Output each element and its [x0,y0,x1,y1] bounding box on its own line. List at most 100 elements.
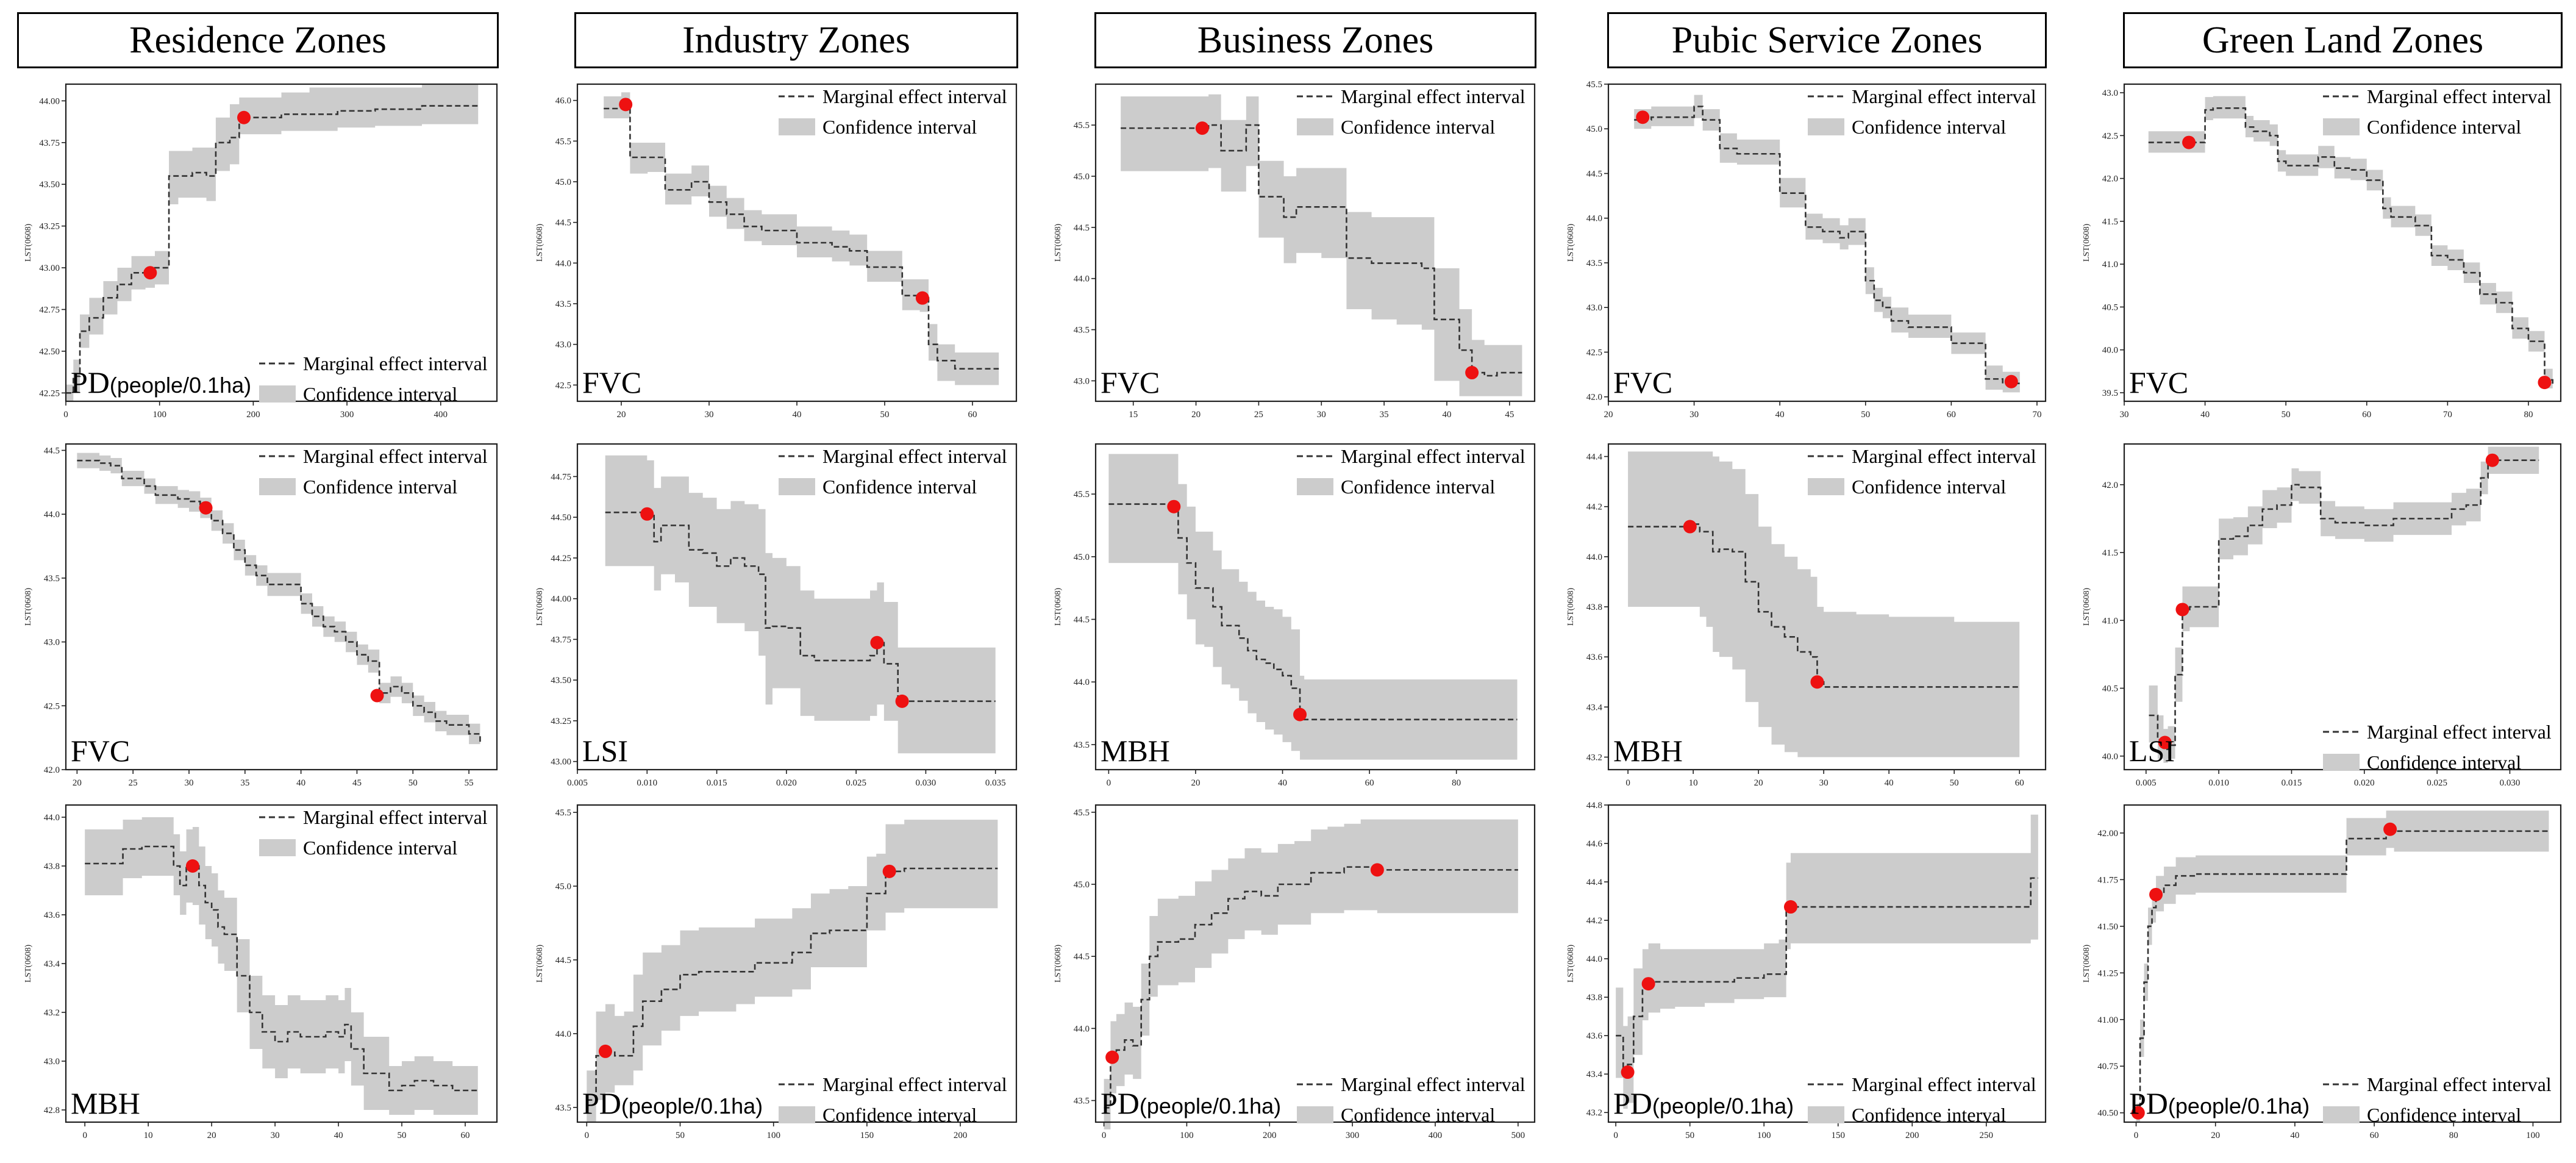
legend-band-swatch [1297,118,1333,135]
variable-name: FVC [582,365,641,399]
x-tick-label: 0.025 [846,778,866,788]
x-tick-label: 0 [63,410,68,420]
threshold-point [1293,707,1307,721]
confidence-band [1104,819,1518,1129]
legend-line-label: Marginal effect interval [303,806,488,828]
x-tick-label: 45 [352,778,362,788]
y-tick-label: 43.8 [1586,603,1602,612]
marginal-effect-line [1634,106,2020,385]
threshold-point [619,98,633,112]
threshold-point [598,1044,612,1058]
chart-panel-9: 0.005 0.010 0.015 0.020 0.025 0.030 40.0 40.5 41… [2082,443,2562,788]
x-tick-label: 60 [2015,778,2024,788]
x-tick-label: 100 [1757,1131,1771,1140]
legend-band-swatch [259,839,296,856]
y-tick-label: 44.5 [1074,952,1090,962]
y-tick-label: 43.5 [1074,1097,1090,1106]
x-tick-label: 0 [1613,1131,1618,1140]
y-tick-label: 44.6 [1586,839,1603,849]
confidence-band [85,817,478,1115]
threshold-point [370,689,384,703]
variable-unit: (people/0.1ha) [1140,1093,1281,1118]
x-tick-label: 40 [793,410,802,420]
marginal-effect-line [77,459,481,745]
y-tick-label: 45.5 [1074,490,1090,499]
legend-band-swatch [779,478,815,495]
threshold-point [1810,675,1824,689]
threshold-point [915,291,929,305]
y-tick-label: 43.4 [1586,1070,1603,1079]
legend-band-swatch [2323,754,2360,771]
y-tick-label: 40.75 [2097,1062,2118,1072]
variable-label: LSI [582,734,628,768]
y-tick-label: 43.5 [555,299,571,309]
legend-line-label: Marginal effect interval [822,445,1007,467]
x-tick-label: 60 [2362,410,2371,420]
legend-band-label: Confidence interval [2367,116,2521,138]
x-tick-label: 50 [676,1131,685,1140]
legend-band-swatch [2323,1106,2360,1123]
y-tick-label: 41.0 [2102,616,2118,626]
legend-line-label: Marginal effect interval [1852,1073,2036,1095]
variable-label: FVC [1101,365,1160,399]
y-axis-label: LST(0608) [2082,224,2091,262]
legend-line-label: Marginal effect interval [1852,85,2036,107]
x-tick-label: 250 [1980,1131,1994,1140]
threshold-point [2538,376,2552,390]
x-tick-label: 55 [465,778,474,788]
x-tick-label: 30 [271,1131,280,1140]
legend-band-label: Confidence interval [822,476,977,498]
y-tick-label: 42.0 [2102,481,2118,490]
y-tick-label: 43.8 [1586,993,1602,1003]
y-axis-label: LST(0608) [1054,945,1063,983]
y-axis-label: LST(0608) [24,588,33,626]
variable-name: MBH [1101,734,1170,768]
x-tick-label: 30 [2120,410,2129,420]
x-tick-label: 400 [1429,1131,1443,1140]
x-tick-label: 30 [185,778,194,788]
plot-frame [1607,83,2047,403]
threshold-point [143,266,157,280]
y-tick-label: 41.25 [2097,968,2118,978]
variable-label: MBH [71,1086,140,1120]
y-tick-label: 43.6 [44,911,60,920]
legend-band-label: Confidence interval [1341,116,1495,138]
plot-frame [1094,83,1536,403]
y-tick-label: 43.4 [44,959,60,969]
plot-frame [576,443,1018,771]
x-tick-label: 40 [2200,410,2210,420]
threshold-point [1641,977,1655,991]
y-tick-label: 44.00 [39,96,60,106]
y-tick-label: 44.0 [555,1029,571,1039]
x-tick-label: 200 [1263,1131,1277,1140]
y-tick-label: 40.0 [2102,752,2118,762]
x-tick-label: 0.020 [2354,778,2375,788]
variable-unit: (people/0.1ha) [1652,1093,1794,1118]
y-tick-label: 43.2 [44,1008,60,1018]
threshold-point [2383,822,2397,836]
variable-name: PD [2129,1086,2168,1120]
y-tick-label: 43.5 [1586,259,1602,268]
variable-label: PD(people/0.1ha) [1101,1086,1281,1120]
y-tick-label: 44.0 [1586,553,1602,562]
threshold-point [2182,135,2196,149]
x-tick-label: 0 [1625,778,1630,788]
x-tick-label: 50 [880,410,890,420]
x-tick-label: 30 [1317,410,1326,420]
x-tick-label: 500 [1511,1131,1525,1140]
chart-panel-12: 0 100 200 300 400 500 43.5 44.0 44.5 45.0 45.5 LST(… [1054,804,1536,1140]
threshold-point [895,694,909,708]
x-tick-label: 0 [585,1131,590,1140]
y-tick-label: 44.0 [1074,678,1090,687]
y-tick-label: 42.0 [2102,174,2118,184]
y-tick-label: 45.0 [555,882,571,892]
marginal-effect-line [66,105,479,394]
x-tick-label: 200 [246,410,260,420]
legend-band-label: Confidence interval [1341,476,1495,498]
x-tick-label: 20 [73,778,82,788]
confidence-band [1634,95,2020,393]
x-tick-label: 150 [860,1131,874,1140]
legend-line-label: Marginal effect interval [822,85,1007,107]
chart-panel-0: 0 100 200 300 400 42.25 42.50 42.75 43.00 43.25 43… [24,83,498,420]
legend-line-label: Marginal effect interval [1341,445,1525,467]
